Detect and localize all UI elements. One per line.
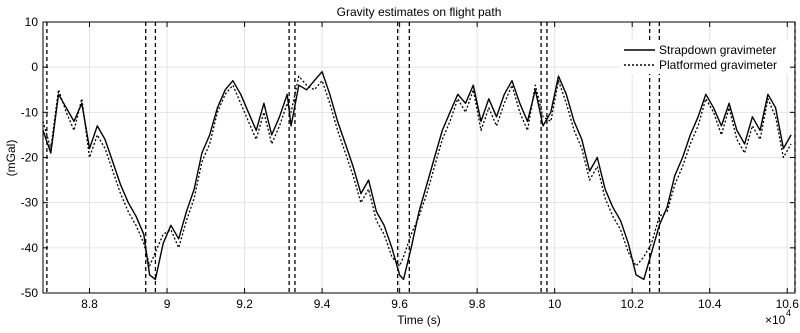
- x-tick-label: 9: [164, 297, 171, 311]
- y-tick-label: -30: [21, 196, 39, 210]
- legend-label-platformed: Platformed gravimeter: [659, 58, 777, 72]
- x-tick-label: 9.4: [314, 297, 331, 311]
- x-tick-label: 10.4: [698, 297, 722, 311]
- x-exponent-power: 4: [786, 308, 791, 318]
- y-tick-label: 0: [31, 60, 38, 74]
- y-tick-label: -20: [21, 151, 39, 165]
- legend: Strapdown gravimeter Platformed gravimet…: [620, 40, 790, 74]
- series-line-platformed: [42, 75, 792, 267]
- x-tick-label: 10.2: [621, 297, 645, 311]
- x-tick-label: 8.8: [81, 297, 98, 311]
- y-tick-label: 10: [25, 15, 39, 29]
- x-tick-label: 10.6: [776, 297, 800, 311]
- y-tick-label: -50: [21, 286, 39, 300]
- x-exponent-label: ×10: [765, 313, 786, 327]
- series-layer: [42, 70, 792, 281]
- legend-box: [620, 40, 790, 74]
- y-axis-label: (mGal): [4, 140, 18, 177]
- chart-title: Gravity estimates on flight path: [337, 5, 502, 19]
- x-tick-label: 9.8: [469, 297, 486, 311]
- x-tick-label: 10: [548, 297, 562, 311]
- x-axis-label: Time (s): [397, 313, 441, 327]
- y-tick-label: -40: [21, 241, 39, 255]
- tick-layer: 8.8 9 9.2 9.4 9.6 9.8 10 10.2 10.4 10.6 -50 -40 -30 -…: [21, 15, 800, 311]
- x-tick-label: 9.2: [236, 297, 253, 311]
- x-tick-label: 9.6: [391, 297, 408, 311]
- y-tick-label: -10: [21, 105, 39, 119]
- legend-label-strapdown: Strapdown gravimeter: [659, 43, 776, 57]
